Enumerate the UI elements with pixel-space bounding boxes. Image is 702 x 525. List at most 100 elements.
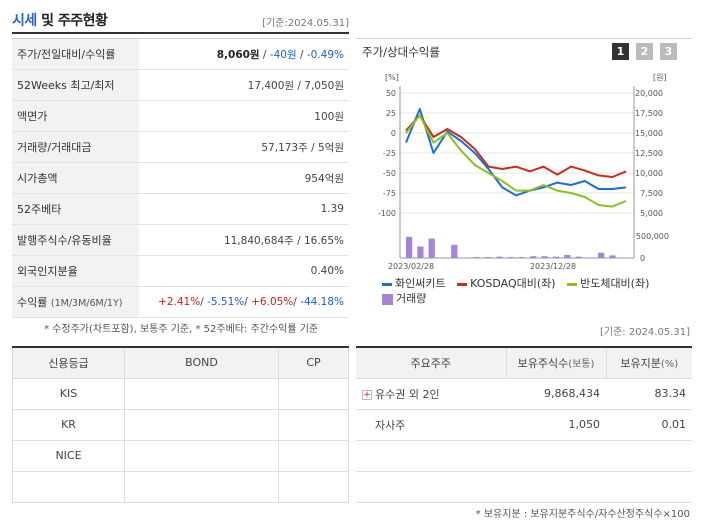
- volume-tick-label: 500,000: [636, 232, 669, 241]
- return-1m: +2.41%: [158, 296, 201, 308]
- series-line: [405, 114, 627, 208]
- left-tick-label: -50: [383, 169, 396, 178]
- separator: /: [259, 48, 270, 61]
- right-tick-label: 12,500: [635, 149, 663, 158]
- chart-legend: 화인써키트 KOSDAQ대비(좌) 반도체대비(좌) 거래량: [382, 276, 682, 306]
- info-value: 17,400원 / 7,050원: [139, 69, 349, 101]
- volume-bar: [609, 255, 616, 258]
- right-tick-label: 5,000: [640, 209, 663, 218]
- info-row-price: 주가/전일대비/수익률 8,060원 / -40원 / -0.49%: [12, 38, 349, 70]
- right-tick-label: 17,500: [635, 109, 663, 118]
- right-tick-label: 10,000: [635, 169, 663, 178]
- info-footnote: * 수정주가(차트포함), 보통주 기준, * 52주베타: 주간수익률 기준: [44, 324, 319, 335]
- info-row: 액면가 100원: [12, 100, 349, 132]
- chart-page-3-button[interactable]: 3: [660, 43, 677, 60]
- shares-cell: 1,050: [506, 409, 606, 441]
- chart-page-2-button[interactable]: 2: [636, 43, 653, 60]
- header-sub: (보통): [568, 358, 595, 370]
- header-text: 보유지분: [620, 356, 661, 370]
- info-value: 954억원: [139, 162, 349, 194]
- volume-bar: [519, 257, 526, 258]
- volume-bar: [485, 257, 492, 258]
- left-tick-label: 25: [386, 109, 396, 118]
- series-lines: [405, 108, 627, 208]
- left-tick-label: 0: [391, 129, 396, 138]
- right-tick-label: 7,500: [640, 189, 663, 198]
- info-row-returns: 수익률 (1M/3M/6M/1Y) +2.41%/ -5.51%/ +6.05%…: [12, 286, 349, 318]
- pct-cell: 83.34: [606, 378, 692, 410]
- info-label: 액면가: [12, 100, 139, 132]
- legend-line-icon: [457, 282, 468, 286]
- agency-cell: [12, 470, 125, 503]
- info-row: 발행주식수/유동비율 11,840,684주 / 16.65%: [12, 224, 349, 256]
- left-tick-label: 50: [386, 89, 396, 98]
- volume-bar: [564, 254, 571, 258]
- return-1y: -44.18%: [300, 296, 344, 308]
- left-tick-label: -75: [383, 189, 396, 198]
- info-row: 거래량/거래대금 57,173주 / 5억원: [12, 131, 349, 163]
- volume-bar: [496, 256, 503, 258]
- volume-bar: [417, 246, 424, 258]
- volume-axis-ticks: 500,000 0: [636, 232, 669, 263]
- holders-base-date: [기준: 2024.05.31]: [600, 327, 691, 338]
- price-rate: -0.49%: [306, 48, 344, 61]
- info-row: 시가총액 954억원: [12, 162, 349, 194]
- legend-item-stock[interactable]: 화인써키트: [382, 276, 446, 291]
- bond-cell: [124, 439, 279, 472]
- volume-bar: [451, 244, 458, 258]
- legend-label: 반도체대비(좌): [580, 277, 650, 290]
- left-tick-label: -100: [378, 209, 396, 218]
- legend-box-icon: [382, 293, 393, 305]
- legend-line-icon: [567, 282, 578, 286]
- holder-name: [356, 471, 506, 503]
- info-label: 발행주식수/유동비율: [12, 224, 139, 256]
- expand-icon[interactable]: +: [362, 389, 372, 400]
- table-header-row: 신용등급 BOND CP: [12, 346, 350, 379]
- table-row: [356, 471, 692, 503]
- legend-item-kosdaq[interactable]: KOSDAQ대비(좌): [457, 276, 556, 291]
- bond-cell: [124, 470, 279, 503]
- volume-bar: [507, 257, 514, 258]
- volume-bar: [541, 256, 548, 258]
- info-label: 주가/전일대비/수익률: [12, 38, 139, 70]
- x-tick-label: 2023/12/28: [530, 262, 576, 271]
- agency-cell: NICE: [12, 439, 125, 472]
- pct-cell: 0.01: [606, 409, 692, 441]
- bond-cell: [124, 377, 279, 410]
- left-axis-ticks: 50 25 0 -25 -50 -75 -100: [378, 89, 396, 218]
- major-shareholders-table: 주요주주 보유주식수(보통) 보유지분(%) + 유수권 외 2인 9,868,4…: [356, 346, 692, 503]
- header-sub: (%): [660, 358, 679, 370]
- shares-cell: 9,868,434: [506, 378, 606, 410]
- chart-panel: [356, 38, 692, 308]
- table-row: [12, 470, 350, 503]
- legend-line-icon: [382, 282, 392, 286]
- right-axis-unit: [원]: [653, 73, 667, 82]
- relative-return-chart: [%] [원] 50 25 0 -25 -50 -75 -100 20,000 17,500 1…: [378, 73, 669, 271]
- info-value: 0.40%: [139, 255, 349, 287]
- holder-name[interactable]: 유수권 외 2인: [375, 387, 440, 401]
- info-row: 52Weeks 최고/최저 17,400원 / 7,050원: [12, 69, 349, 101]
- table-row: + 유수권 외 2인 9,868,434 83.34: [356, 378, 692, 410]
- info-label: 거래량/거래대금: [12, 131, 139, 163]
- volume-bar: [428, 238, 435, 258]
- info-label: 52Weeks 최고/최저: [12, 69, 139, 101]
- info-value: 8,060원 / -40원 / -0.49%: [139, 38, 349, 70]
- title-highlight: 시세: [12, 13, 37, 29]
- title-rest: 및 주주현황: [36, 13, 108, 29]
- shares-cell: [506, 440, 606, 472]
- credit-rating-table: 신용등급 BOND CP KIS KR NICE: [12, 346, 350, 503]
- info-value: 11,840,684주 / 16.65%: [139, 224, 349, 256]
- legend-item-semiconductor[interactable]: 반도체대비(좌): [567, 276, 649, 291]
- table-row: 자사주 1,050 0.01: [356, 409, 692, 441]
- info-label: 시가총액: [12, 162, 139, 194]
- column-header: CP: [277, 346, 350, 379]
- chart-page-1-button[interactable]: 1: [612, 43, 629, 60]
- right-axis-ticks: 20,000 17,500 15,000 12,500 10,000 7,500 5,000: [635, 89, 663, 218]
- column-header: BOND: [124, 346, 279, 379]
- returns-label: 수익률: [17, 296, 48, 309]
- legend-item-volume[interactable]: 거래량: [382, 291, 426, 306]
- bond-cell: [124, 408, 279, 441]
- x-axis-ticks: 2023/02/28 2023/12/28: [388, 262, 576, 271]
- column-header: 보유주식수(보통): [506, 346, 607, 379]
- info-row: 52주베타 1.39: [12, 193, 349, 225]
